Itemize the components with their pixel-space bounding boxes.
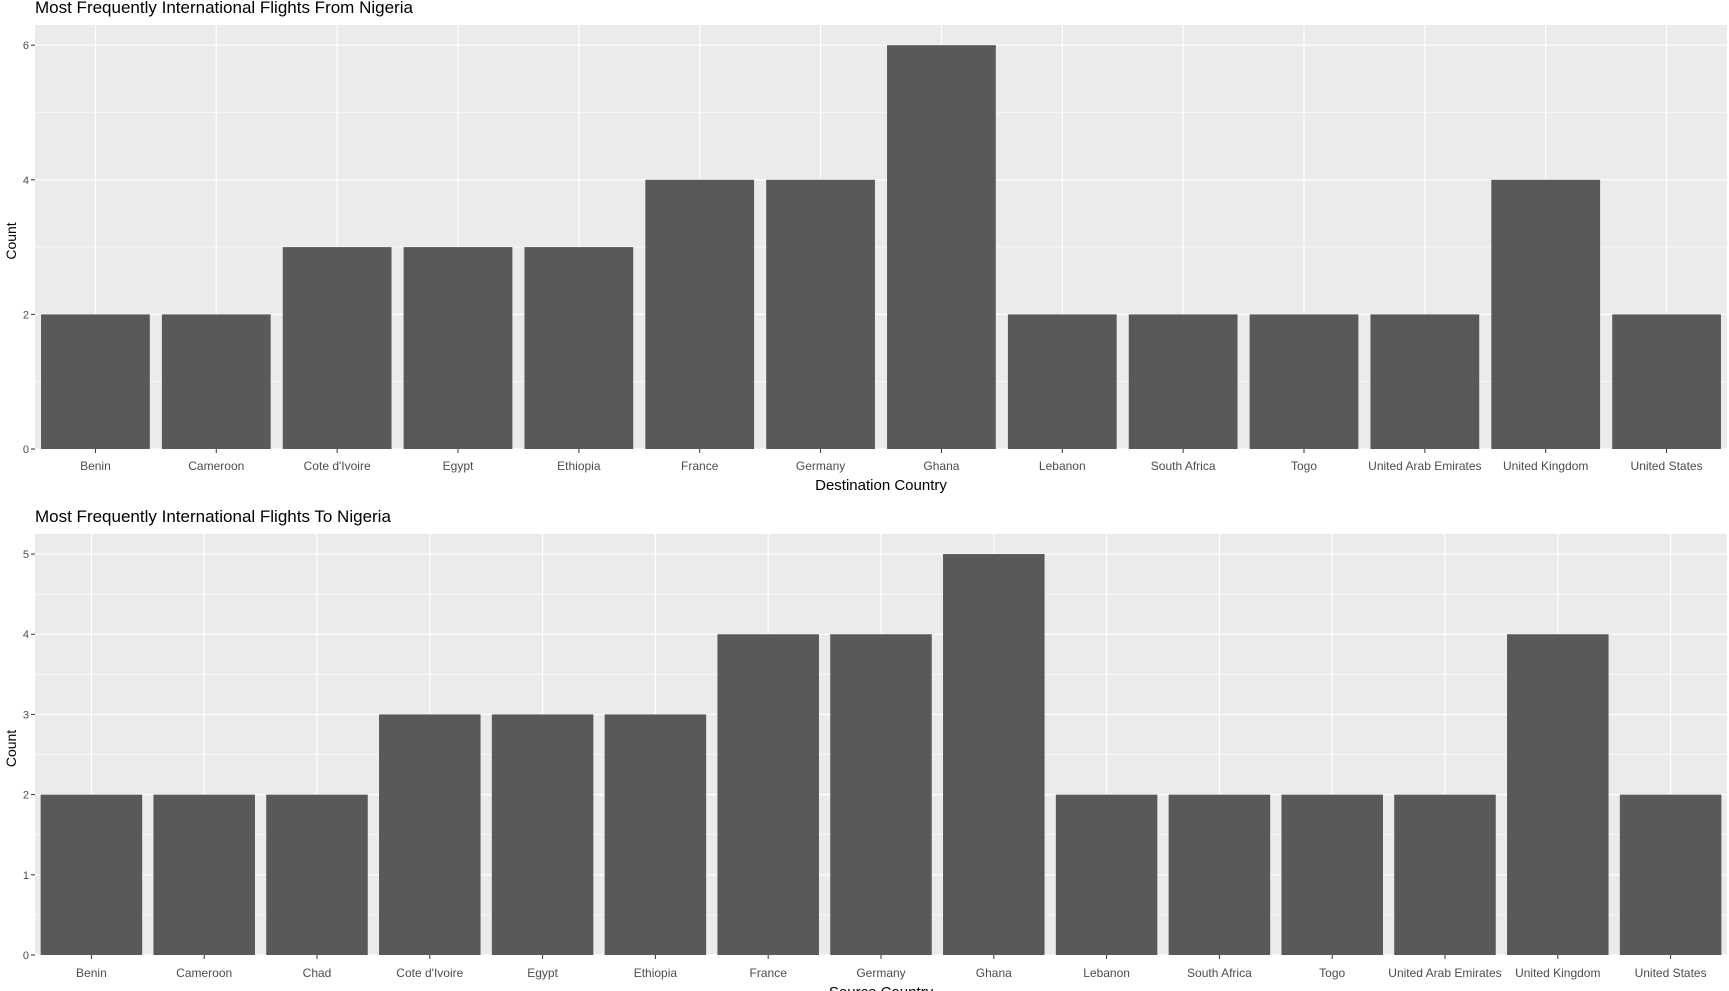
x-tick-label: Togo — [1291, 459, 1317, 473]
x-tick-label: France — [750, 966, 788, 980]
bar-united-states — [1612, 314, 1721, 449]
x-tick-label: United Kingdom — [1503, 459, 1588, 473]
y-tick-label: 4 — [23, 629, 29, 641]
bar-chart-svg: 0 2 4 6 Benin Cameroon Cote d'Ivoire Egypt Ethio… — [3, 25, 1727, 494]
x-tick-label: Ghana — [976, 966, 1012, 980]
bar-egypt — [403, 247, 513, 449]
x-tick-label: Ethiopia — [557, 459, 601, 473]
x-axis-label: Source Country — [829, 984, 934, 991]
bar-south-africa — [1168, 794, 1271, 955]
x-tick-label: Chad — [303, 966, 332, 980]
bar-united-kingdom — [1507, 634, 1609, 955]
x-tick-label: Egypt — [443, 459, 474, 473]
bar-togo — [1281, 794, 1383, 955]
x-tick-label: United States — [1631, 459, 1703, 473]
x-tick-label: Lebanon — [1083, 966, 1130, 980]
x-tick-label: Lebanon — [1039, 459, 1086, 473]
bar-cameroon — [161, 314, 271, 449]
y-tick-label: 0 — [23, 950, 29, 962]
x-tick-label: Ghana — [923, 459, 959, 473]
y-axis-label: Count — [3, 730, 19, 767]
x-tick-label: Benin — [76, 966, 107, 980]
y-tick-label: 5 — [23, 549, 29, 561]
bar-lebanon — [1007, 314, 1117, 449]
x-tick-label: Cote d'Ivoire — [396, 966, 463, 980]
chart-flights-from-nigeria: Most Frequently International Flights Fr… — [3, 0, 1727, 494]
y-tick-label: 1 — [23, 870, 29, 882]
bar-lebanon — [1055, 794, 1158, 955]
bar-germany — [830, 634, 932, 955]
x-tick-label: Germany — [856, 966, 905, 980]
y-tick-label: 3 — [23, 709, 29, 721]
bar-germany — [766, 179, 875, 450]
bar-benin — [41, 314, 150, 449]
bar-france — [645, 179, 755, 450]
x-tick-label: Cameroon — [188, 459, 244, 473]
chart-flights-to-nigeria: Most Frequently International Flights To… — [0, 500, 1729, 991]
x-axis-label: Destination Country — [815, 477, 947, 494]
y-tick-label: 4 — [23, 175, 29, 187]
bar-ghana — [943, 554, 1045, 955]
x-tick-label: Germany — [796, 459, 845, 473]
x-tick-label: Egypt — [527, 966, 558, 980]
x-tick-label: Ethiopia — [634, 966, 678, 980]
bar-united-arab-emirates — [1370, 314, 1480, 449]
bar-france — [717, 634, 819, 955]
x-tick-label: United Arab Emirates — [1388, 966, 1501, 980]
bar-cote-d-ivoire — [379, 714, 481, 955]
x-tick-label: South Africa — [1187, 966, 1252, 980]
x-tick-label: France — [681, 459, 719, 473]
y-tick-label: 2 — [23, 309, 29, 321]
bar-united-kingdom — [1491, 179, 1601, 450]
x-tick-label: South Africa — [1151, 459, 1216, 473]
x-tick-label: Cote d'Ivoire — [304, 459, 371, 473]
y-axis-label: Count — [3, 222, 19, 259]
bar-ethiopia — [524, 247, 634, 449]
bar-ghana — [887, 45, 996, 449]
bar-chart-svg: 0 1 2 3 4 5 Benin Cameroon Chad Cote d'Ivoire Egyp… — [3, 534, 1727, 991]
x-tick-label: Benin — [80, 459, 111, 473]
x-tick-label: Togo — [1319, 966, 1345, 980]
bar-united-states — [1619, 794, 1722, 955]
y-tick-label: 0 — [23, 444, 29, 456]
bar-benin — [40, 794, 143, 955]
x-tick-label: United Kingdom — [1515, 966, 1600, 980]
bar-togo — [1249, 314, 1359, 449]
bar-cote-d-ivoire — [282, 247, 392, 449]
bar-south-africa — [1128, 314, 1238, 449]
chart-title: Most Frequently International Flights To… — [35, 507, 391, 526]
y-tick-label: 6 — [23, 40, 29, 52]
bar-egypt — [491, 714, 594, 955]
chart-title: Most Frequently International Flights Fr… — [35, 0, 413, 17]
bar-united-arab-emirates — [1394, 794, 1496, 955]
y-tick-label: 2 — [23, 790, 29, 802]
x-tick-label: United States — [1635, 966, 1707, 980]
x-tick-label: Cameroon — [176, 966, 232, 980]
bar-chad — [266, 794, 368, 955]
x-tick-label: United Arab Emirates — [1368, 459, 1481, 473]
bar-cameroon — [153, 794, 255, 955]
bar-ethiopia — [604, 714, 707, 955]
